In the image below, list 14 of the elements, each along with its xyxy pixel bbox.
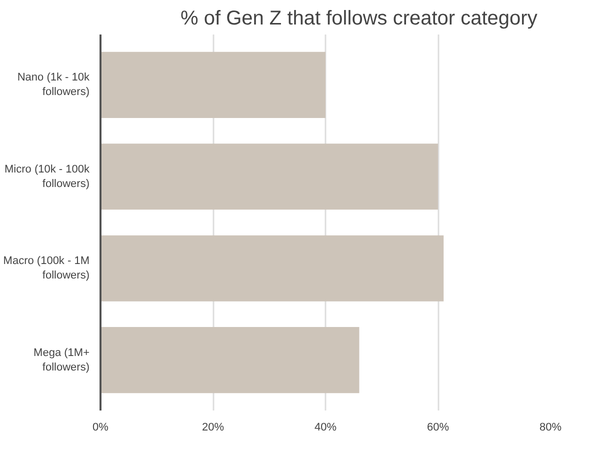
x-tick-label: 0%: [92, 422, 109, 434]
bar: [100, 144, 438, 210]
x-tick-label: 60%: [426, 422, 450, 434]
chart-title: % of Gen Z that follows creator category: [180, 8, 538, 30]
y-tick-label: Nano (1k - 10k followers): [17, 72, 90, 98]
y-tick-label: Micro (10k - 100k followers): [4, 163, 90, 190]
bar: [100, 52, 326, 118]
bar: [100, 327, 360, 394]
x-tick-label: 80%: [539, 422, 562, 434]
bar: [100, 235, 444, 302]
y-tick-label: Macro (100k - 1M followers): [3, 255, 90, 282]
x-tick-label: 20%: [202, 422, 224, 434]
x-tick-label: 40%: [314, 422, 337, 434]
y-tick-label: Mega (1M+ followers): [34, 346, 90, 374]
